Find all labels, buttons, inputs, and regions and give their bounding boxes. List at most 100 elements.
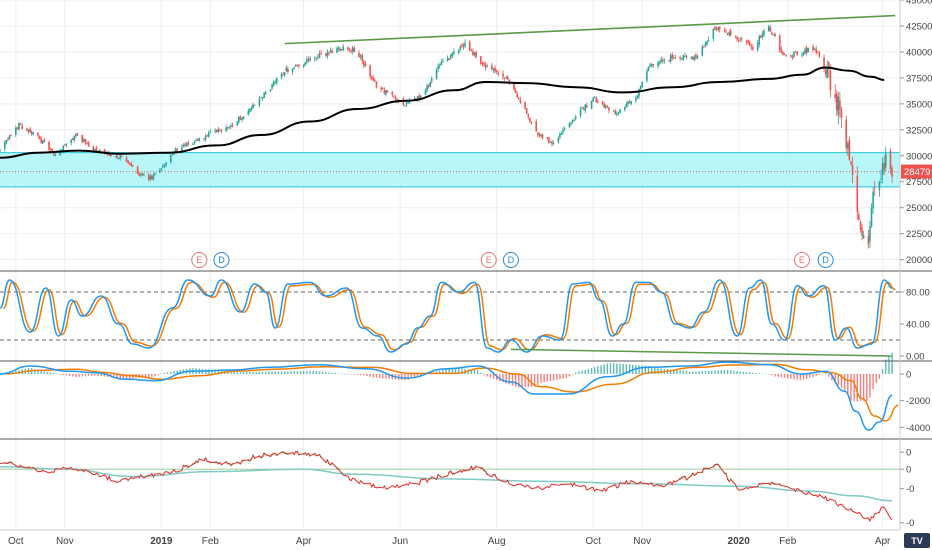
macd-histogram-bar: [151, 374, 153, 377]
candle-body: [271, 84, 273, 89]
candle-body: [748, 42, 751, 46]
event-circle: [213, 252, 230, 268]
macd-histogram-bar: [49, 372, 52, 374]
macd-histogram-bar: [331, 372, 333, 374]
macd-panel: [0, 348, 899, 431]
candle-body: [606, 106, 609, 108]
macd-histogram-bar: [613, 363, 615, 374]
logo-badge[interactable]: TV: [904, 533, 930, 548]
candle-body: [668, 60, 670, 62]
stochastic-panel: [0, 279, 900, 353]
candle-body: [171, 154, 174, 156]
y-tick-label: -0: [906, 484, 914, 495]
macd-histogram-bar: [799, 374, 802, 381]
candle-body: [383, 89, 386, 94]
macd-histogram-bar: [97, 374, 99, 376]
macd-histogram-bar: [733, 370, 735, 374]
macd-histogram-bar: [318, 371, 321, 374]
macd-histogram-bar: [170, 371, 172, 374]
candle-body: [771, 32, 773, 35]
macd-histogram-bar: [255, 371, 257, 374]
candle-body: [684, 55, 686, 57]
candle-body: [339, 48, 341, 51]
macd-histogram-bar: [103, 374, 106, 377]
macd-histogram-bar: [448, 368, 450, 374]
x-tick-label: Jun: [392, 536, 408, 547]
candle-body: [823, 57, 825, 70]
candle-body: [782, 51, 784, 55]
candle-body: [462, 44, 465, 47]
relative-strength-panel: [0, 450, 900, 523]
candle-body: [641, 81, 643, 87]
candle-body: [535, 121, 538, 132]
macd-histogram-bar: [834, 374, 836, 383]
candle-body: [160, 168, 163, 170]
candle-body: [285, 67, 288, 72]
candle-body: [326, 52, 329, 57]
candle-body: [52, 151, 55, 155]
candle-body: [701, 46, 704, 56]
macd-histogram-bar: [866, 374, 868, 402]
y-tick-label: 0.00: [906, 352, 925, 363]
macd-histogram-bar: [815, 374, 817, 376]
candle-body: [385, 89, 387, 95]
macd-histogram-bar: [173, 371, 175, 374]
macd-histogram-bar: [521, 374, 523, 388]
candle-body: [442, 60, 444, 62]
candle-body: [204, 135, 207, 140]
candle-body: [627, 101, 629, 105]
candle-body: [824, 70, 827, 75]
macd-histogram-bar: [274, 371, 276, 374]
candle-body: [162, 165, 164, 168]
candle-body: [582, 108, 585, 110]
macd-histogram-bar: [306, 371, 308, 374]
candle-body: [796, 51, 798, 55]
candle-body: [437, 66, 439, 69]
candle-body: [658, 61, 661, 65]
macd-histogram-bar: [726, 369, 729, 374]
event-circle: [480, 252, 497, 268]
candle-body: [38, 136, 41, 139]
candle-body: [546, 137, 549, 139]
candle-body: [73, 135, 76, 140]
candle-body: [165, 162, 167, 166]
candle-body: [350, 50, 352, 52]
candle-body: [536, 132, 539, 135]
candle-body: [484, 64, 487, 68]
event-circle: [817, 252, 834, 268]
candle-body: [801, 54, 803, 56]
candle-body: [472, 51, 474, 56]
macd-histogram-bar: [568, 374, 571, 377]
candle-body: [374, 80, 376, 82]
price-axis[interactable]: 45000 42500 40000 37500 35000 32500 30000 27500…: [900, 0, 932, 529]
candle-body: [451, 52, 454, 56]
macd-histogram-bar: [445, 368, 447, 374]
candle-body: [163, 165, 166, 167]
y-tick-label: 27500: [906, 177, 932, 188]
candle-body: [516, 93, 519, 98]
macd-histogram-bar: [486, 374, 488, 377]
macd-histogram-bar: [249, 371, 251, 374]
macd-histogram-bar: [59, 374, 61, 375]
candle-body: [342, 46, 345, 51]
macd-histogram-bar: [176, 370, 178, 374]
candle-body: [783, 54, 786, 55]
macd-histogram-bar: [499, 374, 501, 381]
candle-body: [328, 53, 330, 54]
candle-body: [638, 88, 640, 97]
macd-histogram-bar: [347, 374, 349, 375]
macd-histogram-bar: [556, 374, 558, 380]
macd-histogram-bar: [230, 371, 232, 374]
time-axis[interactable]: Oct Nov 2019 Feb Apr Jun Aug Oct Nov 2020 Feb Apr: [8, 536, 891, 547]
candle-body: [592, 97, 594, 102]
candle-body: [296, 65, 299, 66]
candle-body: [195, 140, 197, 142]
macd-histogram-bar: [578, 371, 580, 374]
macd-histogram-bar: [575, 372, 577, 374]
candle-body: [307, 59, 310, 61]
candle-body: [359, 55, 362, 57]
macd-histogram-bar: [524, 374, 526, 388]
panel-separators: [0, 0, 932, 531]
candle-body: [828, 61, 830, 69]
candle-body: [62, 145, 65, 152]
